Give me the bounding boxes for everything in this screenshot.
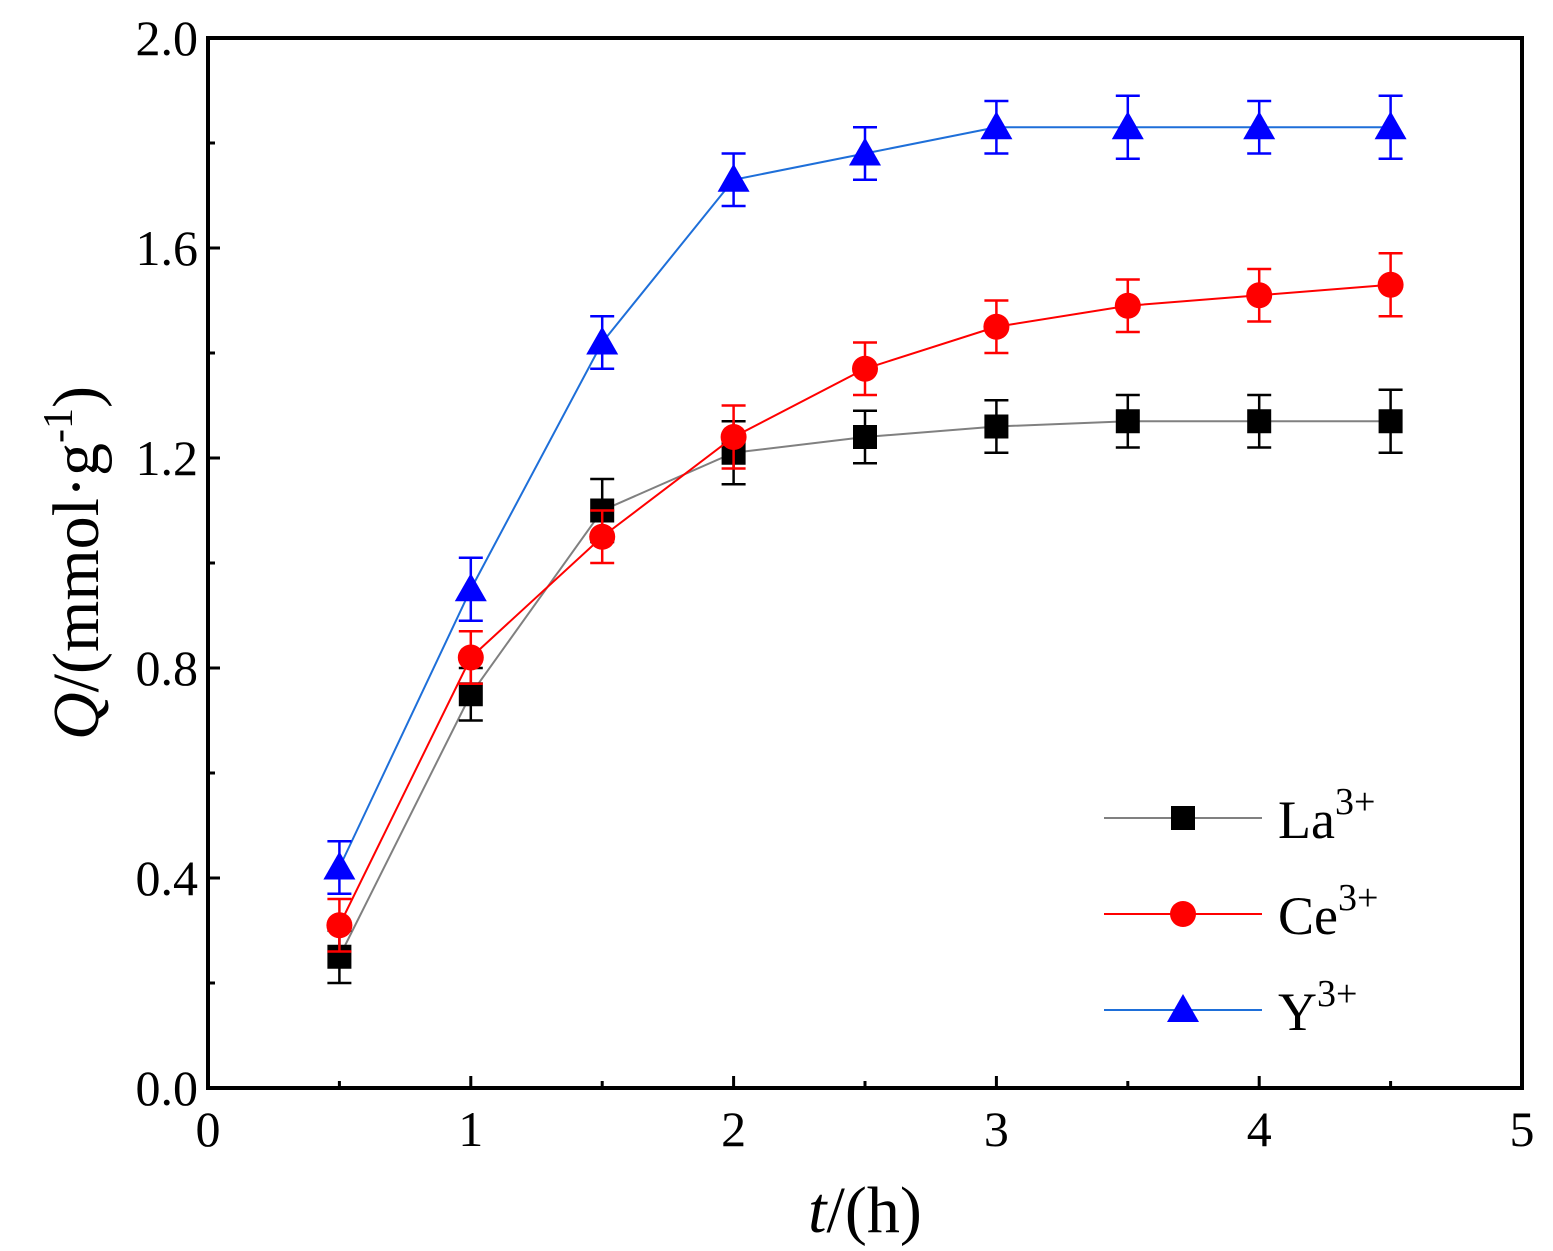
ticks-layer [206, 36, 1524, 1090]
data-point-ce-6 [1114, 292, 1141, 319]
legend-marker-la [1171, 806, 1195, 830]
legend-label-la: La3+ [1278, 781, 1375, 850]
x-axis-title: t/(h) [808, 1174, 922, 1247]
x-axis-rest: /(h) [827, 1174, 922, 1247]
data-point-y-7 [1243, 111, 1276, 140]
legend-label-y: Y3+ [1278, 973, 1357, 1042]
data-point-la-1 [458, 682, 483, 707]
legend-marker-y [1167, 994, 1199, 1022]
y-tick-label-0: 0.0 [136, 1060, 199, 1116]
x-tick-label-5: 5 [1510, 1101, 1535, 1157]
y-axis-rest: /(mmol·g [40, 443, 113, 692]
data-point-y-3 [717, 163, 750, 192]
legend-item-y: Y3+ [1104, 973, 1357, 1042]
data-point-y-1 [454, 573, 487, 602]
x-tick-label-1: 1 [458, 1101, 483, 1157]
data-point-ce-0 [326, 912, 353, 939]
y-axis-title: Q/(mmol·g-1) [36, 386, 113, 740]
y-axis-var: Q [40, 692, 113, 740]
y-tick-label-4: 1.6 [136, 220, 199, 276]
x-tick-label-0: 0 [196, 1101, 221, 1157]
y-axis-close: ) [40, 386, 113, 408]
series-line-y [338, 126, 1391, 868]
legend-sup-la: 3+ [1335, 781, 1375, 823]
y-tick-label-1: 0.4 [136, 850, 199, 906]
legend-marker-ce [1170, 901, 1196, 927]
series-y [323, 94, 1407, 895]
data-point-ce-7 [1246, 282, 1273, 309]
legend-sup-y: 3+ [1317, 973, 1357, 1015]
data-point-y-5 [980, 111, 1013, 140]
data-point-ce-5 [983, 313, 1010, 340]
x-axis-var: t [808, 1174, 828, 1247]
y-tick-label-2: 0.8 [136, 640, 199, 696]
series-line-la [338, 420, 1391, 958]
y-tick-label-5: 2.0 [136, 10, 199, 66]
x-tick-label-2: 2 [721, 1101, 746, 1157]
legend-item-ce: Ce3+ [1104, 877, 1378, 946]
legend-sup-ce: 3+ [1338, 877, 1378, 919]
data-point-la-8 [1378, 409, 1403, 434]
data-point-ce-2 [589, 523, 616, 550]
labels-layer: 0 1 2 3 4 5 0.0 0.4 0.8 1.2 1.6 2.0 [136, 10, 1535, 1157]
data-point-y-4 [849, 137, 881, 166]
series-la [327, 388, 1403, 985]
legend-name-la: La [1278, 790, 1335, 850]
series-ce [326, 252, 1404, 953]
data-point-ce-4 [852, 355, 878, 382]
data-point-y-8 [1374, 111, 1407, 140]
y-axis-sup: -1 [36, 408, 82, 443]
data-point-y-0 [323, 851, 356, 880]
data-point-ce-3 [720, 424, 747, 450]
data-point-ce-1 [457, 644, 484, 671]
data-point-y-2 [586, 326, 619, 355]
data-point-la-6 [1115, 409, 1140, 434]
data-point-ce-8 [1377, 271, 1404, 298]
data-point-la-4 [853, 425, 877, 449]
data-point-la-5 [984, 414, 1009, 439]
x-tick-label-3: 3 [984, 1101, 1009, 1157]
data-point-la-7 [1247, 409, 1272, 434]
data-point-y-6 [1111, 111, 1144, 140]
legend-name-ce: Ce [1278, 886, 1338, 946]
y-tick-label-3: 1.2 [136, 430, 199, 486]
legend-name-y: Y [1278, 982, 1317, 1042]
series-layer [323, 94, 1407, 985]
legend-item-la: La3+ [1104, 781, 1375, 850]
x-tick-label-4: 4 [1247, 1101, 1272, 1157]
legend-label-ce: Ce3+ [1278, 877, 1378, 946]
legend: La3+ Ce3+ Y3+ [1104, 781, 1378, 1042]
